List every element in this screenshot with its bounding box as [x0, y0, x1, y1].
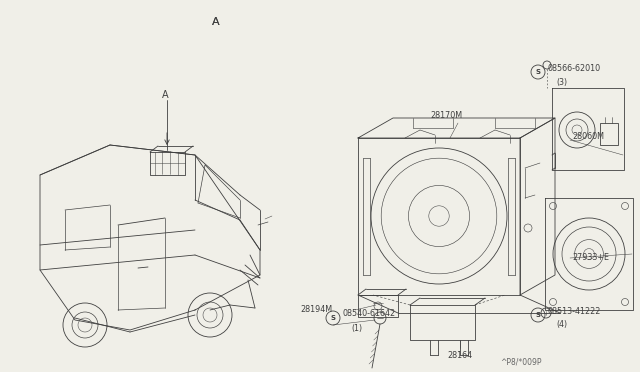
Bar: [600, 123, 618, 145]
Text: S: S: [536, 69, 541, 75]
Text: 28164: 28164: [447, 350, 472, 359]
Text: (3): (3): [556, 77, 567, 87]
Text: (4): (4): [556, 321, 567, 330]
Text: 08566-62010: 08566-62010: [548, 64, 601, 73]
Text: (1): (1): [351, 324, 362, 333]
Text: ^P8/*009P: ^P8/*009P: [500, 357, 541, 366]
Text: 28170M: 28170M: [430, 110, 462, 119]
Text: 08513-41222: 08513-41222: [548, 307, 602, 315]
Text: 08540-61642: 08540-61642: [343, 310, 396, 318]
Text: S: S: [536, 312, 541, 318]
Text: 28194M: 28194M: [300, 305, 332, 314]
Text: A: A: [212, 17, 220, 27]
Text: A: A: [162, 90, 168, 100]
Text: A: A: [212, 17, 220, 27]
Text: 28060M: 28060M: [572, 131, 604, 141]
Text: S: S: [330, 315, 335, 321]
Text: 27933+E: 27933+E: [572, 253, 609, 263]
